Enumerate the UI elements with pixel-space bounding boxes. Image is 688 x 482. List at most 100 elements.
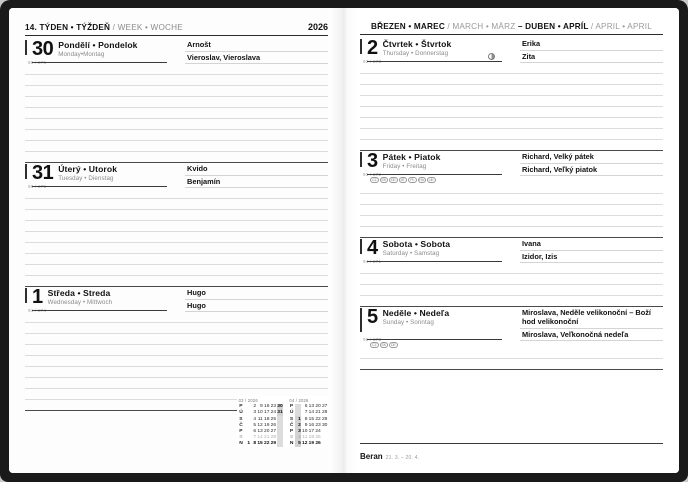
mini-calendar-day[interactable]: 12 bbox=[302, 441, 308, 447]
writing-lines[interactable] bbox=[25, 64, 328, 163]
writing-line[interactable] bbox=[25, 334, 182, 345]
writing-lines[interactable] bbox=[25, 188, 328, 287]
writing-line[interactable] bbox=[360, 296, 517, 307]
mini-calendar-day[interactable]: 7 bbox=[253, 435, 257, 441]
mini-calendar-day[interactable]: 14 bbox=[308, 410, 315, 416]
mini-calendar-day[interactable]: 19 bbox=[308, 441, 315, 447]
writing-line[interactable] bbox=[25, 400, 182, 411]
writing-line[interactable] bbox=[517, 348, 663, 359]
writing-line[interactable] bbox=[25, 232, 182, 243]
mini-calendar-day[interactable]: 15 bbox=[308, 416, 315, 422]
writing-line[interactable] bbox=[182, 86, 328, 97]
day-title-area[interactable]: 2 Čtvrtek • Štvrtok Thursday • Donnerstag 9… bbox=[360, 38, 510, 64]
mini-calendar-day[interactable]: 23 bbox=[315, 422, 321, 428]
mini-calendar-day[interactable]: 26 bbox=[315, 441, 321, 447]
mini-calendar-day[interactable]: 15 bbox=[257, 441, 263, 447]
writing-line[interactable] bbox=[360, 129, 517, 140]
mini-calendar-day[interactable]: 9 bbox=[260, 404, 263, 410]
writing-line[interactable] bbox=[182, 345, 328, 356]
mini-calendar-day[interactable]: 22 bbox=[263, 441, 270, 447]
mini-calendar-day[interactable]: 28 bbox=[321, 410, 328, 416]
mini-calendar-day[interactable]: 20 bbox=[315, 404, 321, 410]
mini-calendar-day[interactable]: 19 bbox=[263, 422, 270, 428]
writing-line[interactable] bbox=[25, 141, 182, 152]
writing-lines[interactable] bbox=[360, 263, 663, 307]
writing-lines[interactable] bbox=[360, 348, 663, 370]
mini-calendar-day[interactable] bbox=[276, 434, 284, 441]
mini-calendar-day[interactable]: 8 bbox=[304, 416, 308, 422]
writing-line[interactable] bbox=[182, 323, 328, 334]
name-day-area[interactable]: Richard, Velký pátek Richard, Veľký piato… bbox=[510, 151, 663, 176]
writing-line[interactable] bbox=[25, 389, 182, 400]
writing-line[interactable] bbox=[517, 285, 663, 296]
writing-line[interactable] bbox=[517, 205, 663, 216]
mini-calendar-day[interactable]: 18 bbox=[308, 435, 315, 441]
mini-calendar-day[interactable]: 24 bbox=[315, 429, 321, 435]
writing-lines-left-column[interactable] bbox=[25, 188, 182, 287]
writing-line[interactable] bbox=[360, 227, 517, 238]
writing-lines-right-column[interactable] bbox=[182, 188, 328, 287]
name-day-area[interactable]: Arnošt Vieroslav, Vieroslava bbox=[175, 39, 328, 64]
writing-line[interactable] bbox=[25, 64, 182, 75]
mini-calendar-day[interactable]: 16 bbox=[263, 404, 270, 410]
writing-line[interactable] bbox=[517, 359, 663, 370]
writing-line[interactable] bbox=[360, 205, 517, 216]
name-day-area[interactable]: Hugo Hugo bbox=[175, 287, 328, 312]
writing-line[interactable] bbox=[25, 97, 182, 108]
writing-line[interactable] bbox=[182, 188, 328, 199]
writing-line[interactable] bbox=[517, 194, 663, 205]
writing-line[interactable] bbox=[182, 64, 328, 75]
mini-calendar-day[interactable]: 4 bbox=[253, 416, 257, 422]
writing-line[interactable] bbox=[25, 75, 182, 86]
mini-calendar-day[interactable]: 25 bbox=[315, 435, 321, 441]
writing-line[interactable] bbox=[182, 108, 328, 119]
writing-line[interactable] bbox=[182, 312, 328, 323]
mini-calendar-day[interactable]: 10 bbox=[257, 410, 263, 416]
mini-calendar-day[interactable]: 22 bbox=[315, 416, 321, 422]
writing-line[interactable] bbox=[25, 243, 182, 254]
writing-line[interactable] bbox=[25, 108, 182, 119]
writing-line[interactable] bbox=[360, 74, 517, 85]
writing-line[interactable] bbox=[182, 75, 328, 86]
writing-line[interactable] bbox=[360, 183, 517, 194]
mini-calendar-day[interactable]: 24 bbox=[270, 410, 277, 416]
writing-lines-left-column[interactable] bbox=[360, 183, 517, 238]
writing-lines-left-column[interactable] bbox=[25, 64, 182, 163]
writing-line[interactable] bbox=[360, 118, 517, 129]
mini-calendar-day[interactable]: 6 bbox=[304, 404, 308, 410]
mini-calendar-day[interactable]: 30 bbox=[276, 403, 284, 410]
writing-line[interactable] bbox=[182, 276, 328, 287]
writing-line[interactable] bbox=[360, 274, 517, 285]
writing-line[interactable] bbox=[517, 129, 663, 140]
mini-calendar-day[interactable]: 13 bbox=[257, 429, 263, 435]
writing-line[interactable] bbox=[25, 254, 182, 265]
mini-calendar-day[interactable]: 29 bbox=[270, 441, 277, 447]
writing-line[interactable] bbox=[360, 194, 517, 205]
writing-line[interactable] bbox=[25, 323, 182, 334]
mini-calendar-day[interactable]: 25 bbox=[270, 416, 277, 422]
name-day-area[interactable]: Kvido Benjamín bbox=[175, 163, 328, 188]
mini-calendar-day[interactable] bbox=[295, 403, 302, 410]
writing-line[interactable] bbox=[360, 359, 517, 370]
mini-calendar[interactable]: 03 / 2026 P 2 9 16 23 30 Ú 3 10 17 24 31 S 4 11 18 25 Č 5 12… bbox=[239, 398, 284, 447]
writing-lines-right-column[interactable] bbox=[517, 183, 663, 238]
writing-line[interactable] bbox=[182, 232, 328, 243]
mini-calendar-day[interactable]: 29 bbox=[321, 416, 328, 422]
writing-line[interactable] bbox=[25, 221, 182, 232]
name-day-area[interactable]: Ivana Izidor, Izis bbox=[510, 238, 663, 263]
mini-calendar-day[interactable] bbox=[295, 409, 302, 417]
writing-line[interactable] bbox=[517, 274, 663, 285]
writing-line[interactable] bbox=[360, 140, 517, 151]
writing-line[interactable] bbox=[517, 296, 663, 307]
writing-line[interactable] bbox=[25, 130, 182, 141]
writing-lines[interactable] bbox=[360, 63, 663, 151]
writing-line[interactable] bbox=[182, 130, 328, 141]
writing-line[interactable] bbox=[360, 285, 517, 296]
writing-line[interactable] bbox=[517, 74, 663, 85]
writing-line[interactable] bbox=[517, 107, 663, 118]
mini-calendar-day[interactable] bbox=[321, 441, 328, 447]
writing-line[interactable] bbox=[360, 63, 517, 74]
